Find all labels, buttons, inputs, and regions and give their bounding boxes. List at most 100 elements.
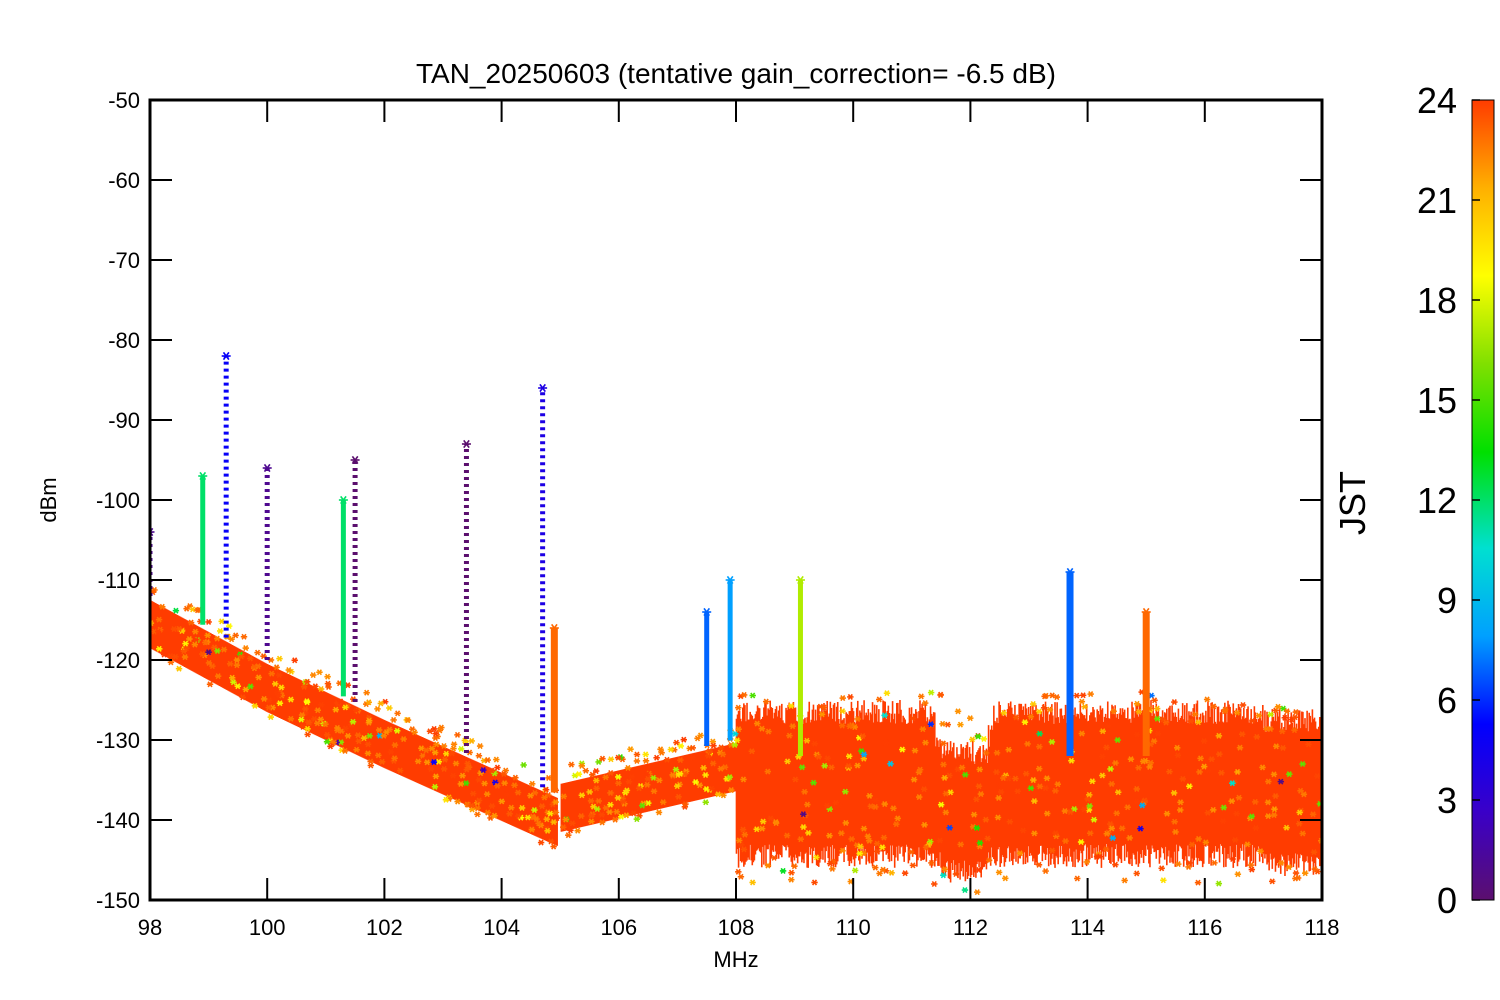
data-point — [772, 820, 780, 827]
data-point — [1229, 780, 1236, 787]
data-point — [786, 732, 793, 739]
x-tick-label: 98 — [138, 915, 162, 940]
y-axis-label: dBm — [36, 477, 61, 522]
data-point — [1053, 694, 1061, 701]
data-point — [1118, 825, 1126, 832]
data-point — [303, 699, 311, 706]
y-tick-label: -80 — [108, 328, 140, 353]
data-point — [1229, 855, 1236, 863]
data-point — [811, 879, 818, 886]
data-point — [975, 783, 983, 790]
data-point — [267, 714, 275, 721]
data-point — [1160, 877, 1167, 884]
data-point — [474, 811, 481, 818]
data-point — [1154, 730, 1162, 737]
data-point — [602, 804, 610, 812]
data-point — [958, 764, 966, 771]
data-point — [1030, 776, 1037, 784]
data-point — [383, 729, 390, 736]
data-point — [324, 731, 331, 738]
data-point — [615, 780, 622, 787]
data-point — [801, 788, 808, 795]
data-point — [1124, 804, 1131, 811]
data-point — [815, 753, 822, 760]
data-point — [709, 760, 717, 767]
data-point — [982, 816, 990, 823]
data-point — [285, 666, 292, 674]
data-point — [1042, 785, 1049, 792]
data-point — [1133, 870, 1140, 877]
data-point — [1301, 870, 1309, 877]
data-point — [324, 673, 331, 680]
data-point — [541, 794, 548, 801]
data-point — [811, 740, 818, 747]
data-point — [762, 698, 770, 705]
data-point — [669, 771, 676, 778]
data-point — [1090, 816, 1098, 823]
data-point — [922, 700, 929, 707]
data-point — [1023, 770, 1030, 777]
data-point — [818, 711, 826, 718]
data-point — [927, 689, 935, 696]
data-point — [1089, 778, 1096, 785]
data-point — [527, 792, 534, 799]
data-point — [848, 835, 855, 843]
y-tick-label: -110 — [98, 568, 140, 593]
y-tick-label: -120 — [96, 648, 140, 673]
data-point — [1221, 708, 1229, 715]
data-point — [947, 789, 954, 796]
data-point — [1133, 798, 1140, 805]
x-axis: 98 100 102 104 106 108 110 112 114 116 118 — [138, 100, 1340, 940]
data-point — [387, 748, 395, 755]
data-point — [655, 809, 663, 816]
data-point — [430, 725, 438, 732]
y-tick-label: -130 — [96, 728, 140, 753]
data-point — [411, 729, 418, 736]
data-point — [483, 791, 491, 798]
data-point — [438, 724, 445, 731]
data-point — [484, 809, 491, 816]
data-point — [508, 804, 515, 811]
data-point — [795, 575, 805, 585]
data-point — [673, 739, 680, 746]
data-point — [1115, 789, 1122, 796]
data-point — [680, 736, 687, 743]
data-point — [1073, 692, 1080, 699]
data-point — [1113, 810, 1120, 817]
data-point — [804, 801, 811, 808]
data-point — [396, 767, 404, 774]
data-point — [205, 649, 212, 656]
data-point — [1036, 783, 1044, 790]
data-point — [498, 798, 505, 805]
data-point — [735, 868, 742, 875]
data-point — [186, 635, 193, 643]
data-point — [1079, 692, 1087, 699]
data-point — [736, 837, 743, 844]
data-point — [1083, 858, 1091, 866]
data-point — [839, 847, 846, 854]
data-point — [239, 694, 246, 701]
data-point — [918, 693, 925, 700]
data-point — [985, 857, 993, 864]
data-point — [187, 619, 195, 626]
data-point — [1197, 755, 1204, 762]
data-point — [1179, 775, 1187, 782]
data-point — [599, 755, 606, 762]
data-point — [993, 749, 1001, 756]
data-point — [278, 684, 285, 691]
data-point — [500, 770, 508, 777]
x-tick-label: 112 — [953, 915, 988, 940]
data-point — [839, 695, 846, 702]
data-point — [1016, 850, 1024, 857]
data-point — [1012, 714, 1020, 721]
data-point — [1041, 693, 1048, 700]
data-point — [1084, 795, 1091, 802]
data-point — [1112, 861, 1119, 868]
data-point — [1192, 711, 1199, 718]
data-point — [488, 803, 496, 810]
data-point — [150, 527, 155, 537]
x-tick-label: 110 — [836, 915, 871, 940]
data-point — [454, 798, 461, 805]
data-point — [607, 801, 614, 808]
data-point — [1177, 799, 1184, 806]
